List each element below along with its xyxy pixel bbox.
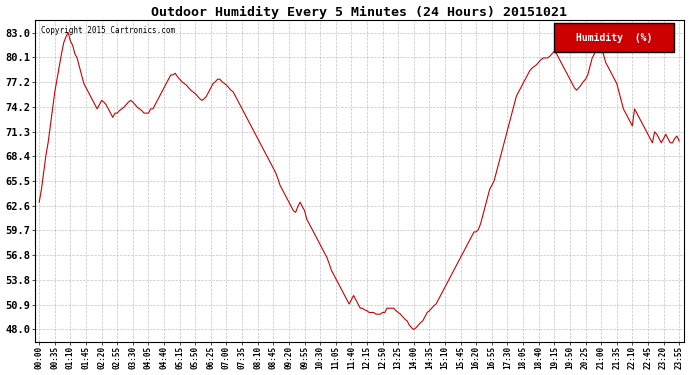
FancyBboxPatch shape (554, 23, 674, 52)
Title: Outdoor Humidity Every 5 Minutes (24 Hours) 20151021: Outdoor Humidity Every 5 Minutes (24 Hou… (151, 6, 567, 19)
Text: Copyright 2015 Cartronics.com: Copyright 2015 Cartronics.com (41, 26, 175, 35)
Text: Humidity  (%): Humidity (%) (575, 33, 652, 42)
